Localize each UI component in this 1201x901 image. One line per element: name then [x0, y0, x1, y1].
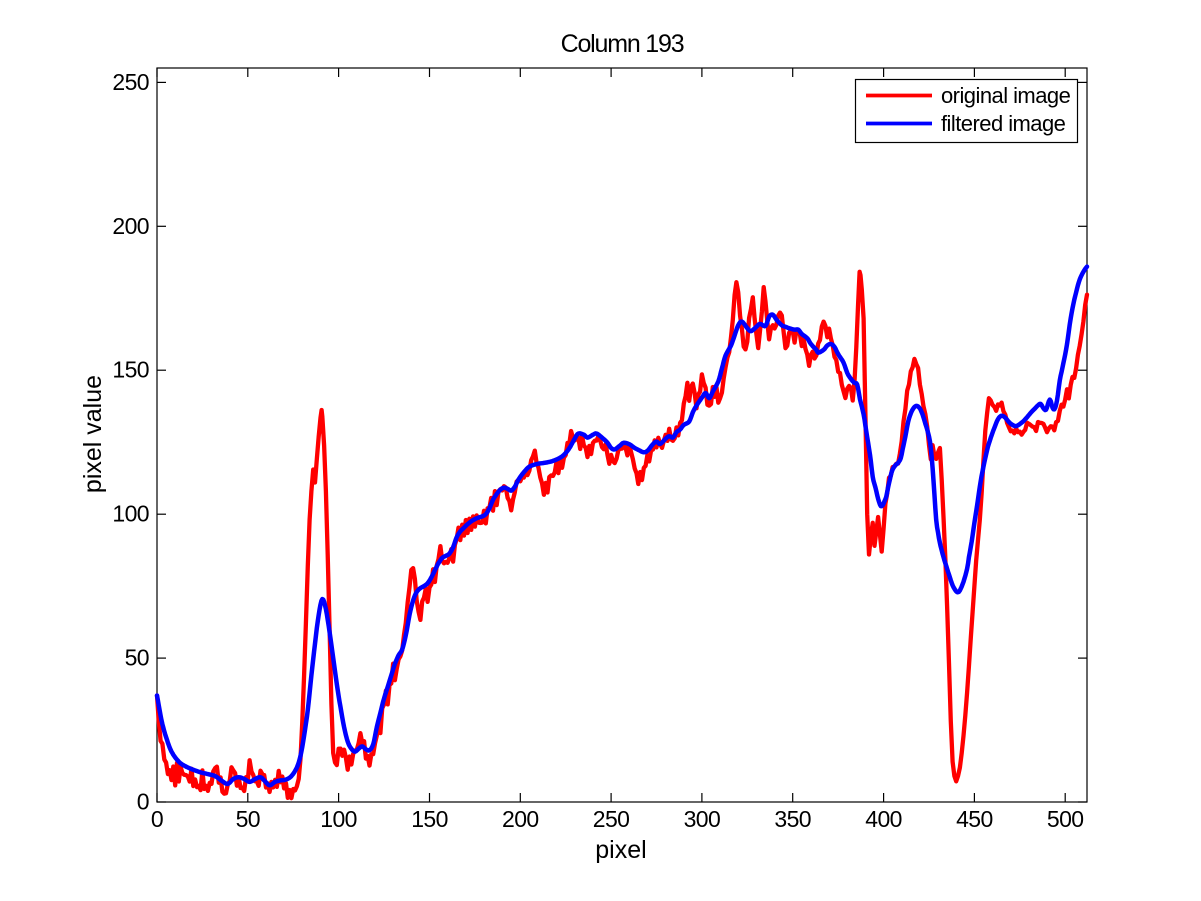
svg-text:100: 100 [112, 501, 149, 527]
svg-text:250: 250 [593, 806, 630, 832]
svg-text:250: 250 [112, 69, 149, 95]
svg-text:filtered image: filtered image [941, 111, 1066, 136]
svg-text:Column 193: Column 193 [561, 30, 684, 58]
svg-text:pixel: pixel [595, 836, 646, 864]
svg-text:150: 150 [112, 357, 149, 383]
svg-text:0: 0 [151, 806, 163, 832]
svg-text:150: 150 [411, 806, 448, 832]
svg-text:500: 500 [1047, 806, 1084, 832]
svg-text:200: 200 [112, 213, 149, 239]
svg-text:400: 400 [865, 806, 902, 832]
svg-text:0: 0 [137, 789, 149, 815]
svg-text:300: 300 [684, 806, 721, 832]
svg-text:original image: original image [941, 83, 1071, 108]
svg-text:50: 50 [125, 645, 149, 671]
svg-text:450: 450 [956, 806, 993, 832]
svg-text:200: 200 [502, 806, 539, 832]
svg-text:50: 50 [236, 806, 260, 832]
svg-text:350: 350 [774, 806, 811, 832]
svg-text:pixel value: pixel value [79, 375, 107, 493]
svg-text:100: 100 [320, 806, 357, 832]
